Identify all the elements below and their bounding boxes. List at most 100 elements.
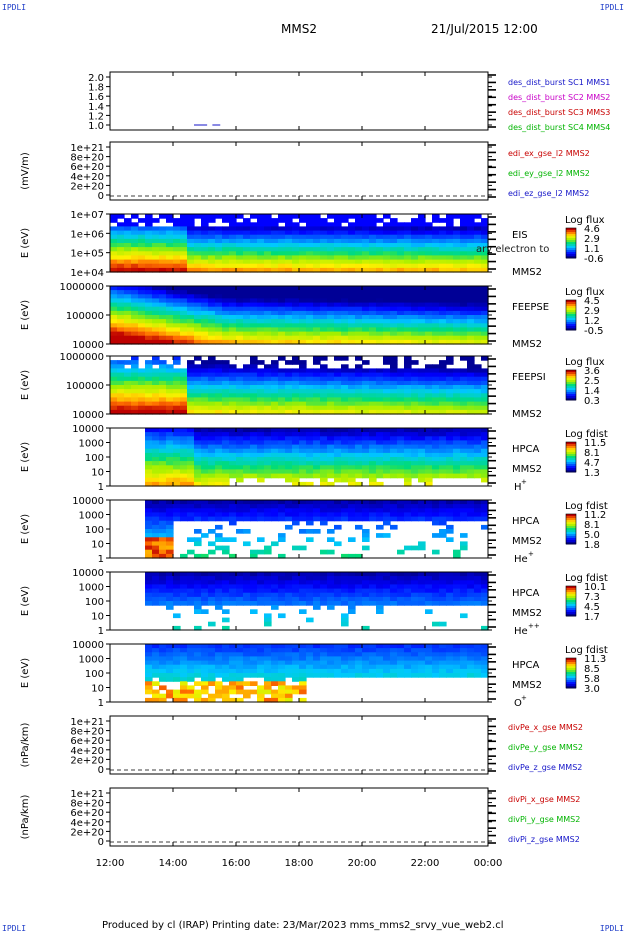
heatmap-cell xyxy=(215,251,223,256)
heatmap-cell xyxy=(250,644,258,649)
heatmap-cell xyxy=(208,259,216,265)
heatmap-cell xyxy=(187,660,195,666)
heatmap-cell xyxy=(453,508,461,513)
heatmap-cell xyxy=(355,368,363,374)
heatmap-cell xyxy=(194,372,202,378)
heatmap-cell xyxy=(355,524,363,530)
heatmap-cell xyxy=(341,477,349,483)
heatmap-cell xyxy=(348,380,356,386)
heatmap-cell xyxy=(278,428,286,433)
heatmap-cell xyxy=(187,218,195,223)
heatmap-cell xyxy=(341,516,349,522)
heatmap-cell xyxy=(432,259,440,265)
heatmap-cell xyxy=(383,234,391,240)
heatmap-cell xyxy=(425,376,433,382)
heatmap-cell xyxy=(474,572,482,577)
heatmap-cell xyxy=(201,306,209,312)
heatmap-cell xyxy=(397,238,405,244)
heatmap-cell xyxy=(257,323,265,328)
y-axis-label: E (eV) xyxy=(20,442,31,472)
heatmap-cell xyxy=(187,664,195,670)
heatmap-cell xyxy=(411,372,419,378)
heatmap-cell xyxy=(341,432,349,437)
heatmap-cell xyxy=(257,504,265,509)
heatmap-cell xyxy=(418,247,426,252)
heatmap-cell xyxy=(369,465,377,470)
heatmap-cell xyxy=(334,588,342,594)
heatmap-cell xyxy=(425,230,433,236)
heatmap-cell xyxy=(166,368,174,374)
heatmap-cell xyxy=(432,286,440,291)
heatmap-cell xyxy=(320,259,328,265)
heatmap-cell xyxy=(320,294,328,299)
heatmap-cell xyxy=(194,656,202,662)
heatmap-cell xyxy=(404,238,412,244)
heatmap-cell xyxy=(376,648,384,653)
heatmap-cell xyxy=(460,588,468,594)
heatmap-cell xyxy=(222,481,230,487)
heatmap-cell xyxy=(138,294,146,299)
heatmap-cell xyxy=(257,368,265,374)
heatmap-cell xyxy=(166,247,174,252)
heatmap-cell xyxy=(271,298,279,304)
heatmap-cell xyxy=(306,432,314,437)
heatmap-cell xyxy=(404,448,412,454)
heatmap-cell xyxy=(376,656,384,662)
heatmap-cell xyxy=(180,512,188,518)
heatmap-cell xyxy=(152,444,160,450)
heatmap-cell xyxy=(376,385,384,390)
heatmap-cell xyxy=(194,588,202,594)
heatmap-cell xyxy=(201,500,209,505)
heatmap-cell xyxy=(348,372,356,378)
heatmap-cell xyxy=(292,255,300,261)
heatmap-cell xyxy=(313,516,321,522)
heatmap-cell xyxy=(292,652,300,657)
heatmap-cell xyxy=(376,243,384,248)
heatmap-cell xyxy=(341,448,349,454)
heatmap-cell xyxy=(404,473,412,479)
heatmap-cell xyxy=(257,432,265,437)
heatmap-cell xyxy=(481,660,489,666)
heatmap-cell xyxy=(320,409,328,415)
heatmap-cell xyxy=(474,315,482,320)
heatmap-cell xyxy=(362,516,370,522)
heatmap-cell xyxy=(229,214,237,219)
heatmap-cell xyxy=(292,576,300,581)
heatmap-cell xyxy=(166,677,174,682)
heatmap-cell xyxy=(404,469,412,475)
heatmap-cell xyxy=(362,512,370,518)
y-tick-label: 100 xyxy=(85,597,104,608)
heatmap-cell xyxy=(334,323,342,328)
heatmap-cell xyxy=(180,697,188,703)
heatmap-cell xyxy=(362,339,370,345)
heatmap-cell xyxy=(236,457,244,462)
heatmap-cell xyxy=(208,306,216,312)
heatmap-cell xyxy=(376,294,384,299)
heatmap-cell xyxy=(376,572,384,577)
heatmap-cell xyxy=(446,504,454,509)
heatmap-cell xyxy=(250,323,258,328)
heatmap-cell xyxy=(187,469,195,475)
heatmap-cell xyxy=(187,376,195,382)
heatmap-cell xyxy=(474,432,482,437)
heatmap-cell xyxy=(306,508,314,513)
heatmap-cell xyxy=(285,444,293,450)
heatmap-cell xyxy=(334,428,342,433)
heatmap-cell xyxy=(348,267,356,273)
heatmap-cell xyxy=(313,397,321,403)
heatmap-cell xyxy=(460,516,468,522)
heatmap-cell xyxy=(362,529,370,534)
heatmap-cell xyxy=(418,512,426,518)
heatmap-cell xyxy=(418,465,426,470)
heatmap-cell xyxy=(355,302,363,308)
heatmap-cell xyxy=(201,673,209,678)
heatmap-cell xyxy=(229,512,237,518)
heatmap-cell xyxy=(187,648,195,653)
heatmap-cell xyxy=(145,331,153,337)
heatmap-cell xyxy=(117,376,125,382)
heatmap-cell xyxy=(257,306,265,312)
heatmap-cell xyxy=(229,681,237,686)
heatmap-cell xyxy=(229,648,237,653)
heatmap-cell xyxy=(299,397,307,403)
